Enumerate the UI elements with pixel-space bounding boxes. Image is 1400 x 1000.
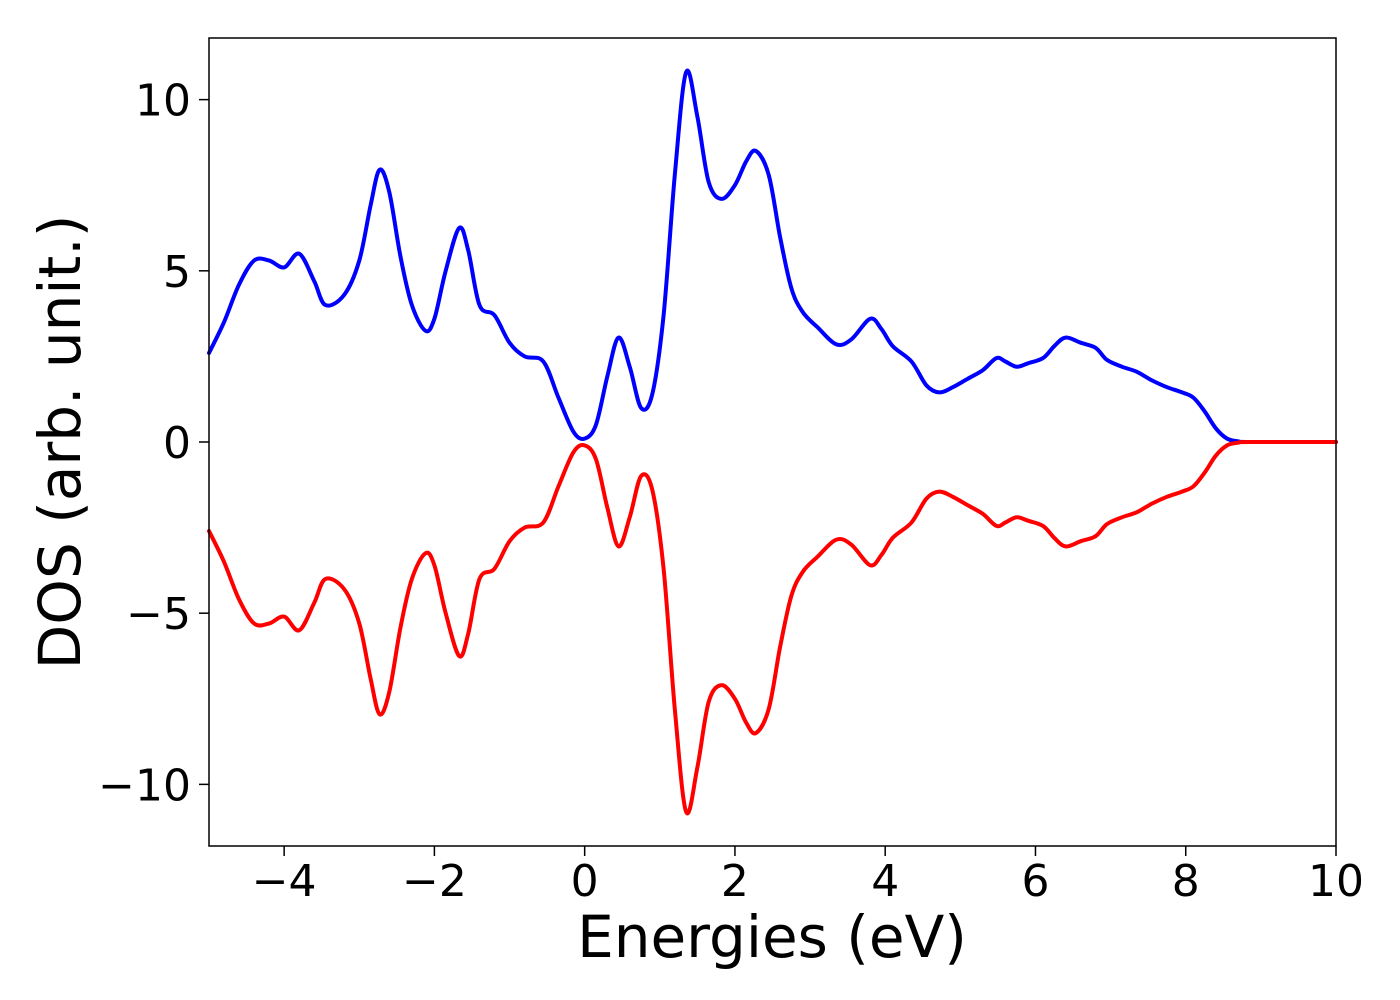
x-axis: −4 −2 0 2 4 6 8 10 (252, 846, 1364, 907)
series-line-2 (207, 439, 1338, 816)
y-tick-label: −10 (98, 760, 191, 811)
x-tick-label: −2 (402, 856, 467, 907)
x-tick-label: 10 (1308, 856, 1364, 907)
y-axis-label: DOS (arb. unit.) (26, 215, 94, 670)
x-tick-label: 0 (571, 856, 599, 907)
x-tick-label: 6 (1021, 856, 1049, 907)
series-line-1 (207, 68, 1338, 445)
x-tick-label: 2 (721, 856, 749, 907)
x-tick-label: 4 (871, 856, 899, 907)
x-tick-label: −4 (252, 856, 317, 907)
x-axis-label: Energies (eV) (577, 903, 967, 971)
y-tick-label: −5 (126, 589, 191, 640)
y-axis: −10 −5 0 5 10 (98, 76, 209, 811)
x-tick-label: 8 (1172, 856, 1200, 907)
y-tick-label: 5 (163, 247, 191, 298)
series-layer (207, 68, 1338, 816)
y-tick-label: 0 (163, 418, 191, 469)
y-tick-label: 10 (135, 76, 191, 127)
